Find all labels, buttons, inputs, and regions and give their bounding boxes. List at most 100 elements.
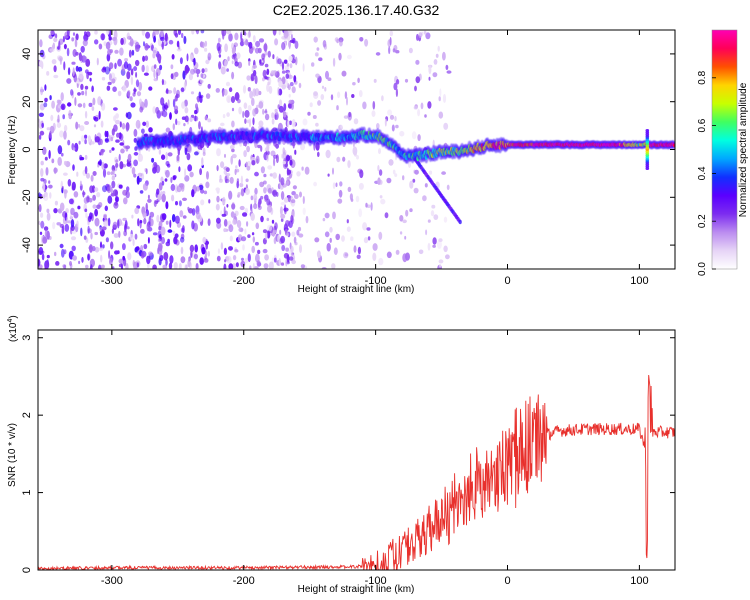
heatmap-noise-cell bbox=[44, 156, 48, 161]
heatmap-noise-cell bbox=[372, 252, 377, 261]
heatmap-noise-cell bbox=[412, 178, 416, 183]
heatmap-noise-cell bbox=[335, 233, 341, 241]
heatmap-noise-cell bbox=[93, 124, 97, 128]
heatmap-noise-cell bbox=[141, 65, 144, 72]
heatmap-noise-cell bbox=[49, 192, 52, 199]
heatmap-noise-cell bbox=[97, 160, 102, 165]
heatmap-noise-cell bbox=[256, 104, 259, 109]
heatmap-noise-cell bbox=[176, 48, 182, 52]
heatmap-noise-cell bbox=[422, 195, 427, 202]
heatmap-noise-cell bbox=[122, 243, 126, 251]
heatmap-noise-cell bbox=[135, 79, 140, 88]
heatmap-noise-cell bbox=[136, 175, 140, 185]
heatmap-noise-cell bbox=[70, 89, 74, 96]
heatmap-noise-cell bbox=[388, 46, 391, 55]
heatmap-noise-cell bbox=[242, 244, 245, 251]
heatmap-noise-cell bbox=[315, 122, 319, 127]
x-tick-label: -300 bbox=[101, 275, 123, 287]
heatmap-noise-cell bbox=[202, 147, 206, 154]
heatmap-noise-cell bbox=[57, 114, 60, 123]
heatmap-noise-cell bbox=[156, 188, 160, 195]
heatmap-noise-cell bbox=[318, 57, 323, 62]
heatmap-noise-cell bbox=[359, 169, 364, 179]
heatmap-noise-cell bbox=[75, 33, 79, 41]
heatmap-noise-cell bbox=[165, 201, 169, 210]
heatmap-noise-cell bbox=[90, 174, 94, 182]
heatmap-noise-cell bbox=[138, 81, 143, 91]
heatmap-noise-cell bbox=[84, 69, 89, 74]
heatmap-noise-cell bbox=[118, 153, 121, 162]
heatmap-noise-cell bbox=[59, 58, 62, 65]
heatmap-noise-cell bbox=[222, 30, 225, 40]
heatmap-noise-cell bbox=[134, 207, 140, 215]
heatmap-noise-cell bbox=[125, 263, 129, 269]
heatmap-noise-cell bbox=[107, 217, 111, 227]
heatmap-noise-cell bbox=[199, 95, 203, 103]
heatmap-noise-cell bbox=[300, 143, 306, 151]
heatmap-noise-cell bbox=[38, 192, 41, 198]
heatmap-noise-cell bbox=[127, 153, 132, 162]
heatmap-noise-cell bbox=[257, 144, 262, 149]
heatmap-noise-cell bbox=[336, 105, 339, 111]
heatmap-noise-cell bbox=[54, 200, 59, 206]
heatmap-noise-cell bbox=[312, 115, 317, 119]
heatmap-noise-cell bbox=[119, 133, 124, 142]
heatmap-noise-cell bbox=[241, 257, 244, 261]
heatmap-noise-cell bbox=[278, 99, 283, 106]
heatmap-noise-cell bbox=[294, 56, 298, 66]
heatmap-noise-cell bbox=[282, 160, 286, 165]
heatmap-noise-cell bbox=[118, 230, 121, 238]
heatmap-noise-cell bbox=[88, 102, 93, 107]
heatmap-noise-cell bbox=[280, 177, 285, 186]
heatmap-noise-cell bbox=[162, 190, 166, 195]
heatmap-noise-cell bbox=[291, 86, 296, 94]
heatmap-noise-cell bbox=[94, 30, 98, 35]
heatmap-noise-cell bbox=[372, 243, 378, 251]
heatmap-noise-cell bbox=[99, 226, 102, 232]
heatmap-noise-cell bbox=[88, 197, 93, 203]
heatmap-noise-cell bbox=[64, 223, 70, 232]
heatmap-noise-cell bbox=[287, 84, 291, 91]
heatmap-noise-cell bbox=[91, 141, 95, 145]
heatmap-noise-cell bbox=[236, 220, 242, 228]
snr-frame bbox=[37, 329, 676, 571]
heatmap-noise-cell bbox=[111, 169, 116, 175]
heatmap-noise-cell bbox=[53, 167, 57, 175]
heatmap-noise-cell bbox=[231, 203, 236, 210]
heatmap-noise-cell bbox=[230, 96, 236, 103]
heatmap-noise-cell bbox=[204, 47, 208, 52]
heatmap-noise-cell bbox=[251, 66, 254, 73]
heatmap-noise-cell bbox=[119, 121, 122, 128]
heatmap-noise-cell bbox=[132, 239, 135, 246]
heatmap-noise-cell bbox=[222, 92, 225, 97]
heatmap-noise-cell bbox=[131, 214, 134, 219]
heatmap-noise-cell bbox=[64, 189, 67, 199]
heatmap-noise-cell bbox=[79, 180, 82, 187]
heatmap-noise-cell bbox=[281, 70, 286, 74]
heatmap-noise-cell bbox=[309, 102, 313, 108]
heatmap-noise-cell bbox=[92, 245, 96, 252]
heatmap-noise-cell bbox=[389, 30, 394, 37]
heatmap-noise-cell bbox=[288, 93, 291, 98]
heatmap-noise-cell bbox=[207, 218, 211, 226]
heatmap-noise-cell bbox=[199, 168, 203, 176]
heatmap-noise-cell bbox=[205, 59, 210, 65]
heatmap-noise-cell bbox=[240, 175, 243, 185]
heatmap-noise-cell bbox=[62, 105, 64, 110]
heatmap-noise-cell bbox=[201, 68, 205, 74]
heatmap-noise-cell bbox=[343, 251, 349, 259]
heatmap-noise-cell bbox=[156, 214, 160, 223]
heatmap-noise-cell bbox=[41, 194, 46, 199]
heatmap-noise-cell bbox=[441, 171, 446, 175]
y-tick-label: 40 bbox=[21, 48, 33, 60]
heatmap-noise-cell bbox=[324, 231, 330, 238]
heatmap-noise-cell bbox=[89, 264, 93, 269]
heatmap-noise-cell bbox=[267, 187, 272, 194]
heatmap-noise-cell bbox=[42, 236, 48, 244]
x-tick-label: -300 bbox=[101, 575, 123, 587]
heatmap-noise-cell bbox=[259, 62, 264, 66]
heatmap-noise-cell bbox=[56, 222, 61, 226]
heatmap-noise-cell bbox=[425, 32, 431, 40]
heatmap-noise-cell bbox=[171, 194, 175, 202]
heatmap-noise-cell bbox=[228, 224, 234, 233]
